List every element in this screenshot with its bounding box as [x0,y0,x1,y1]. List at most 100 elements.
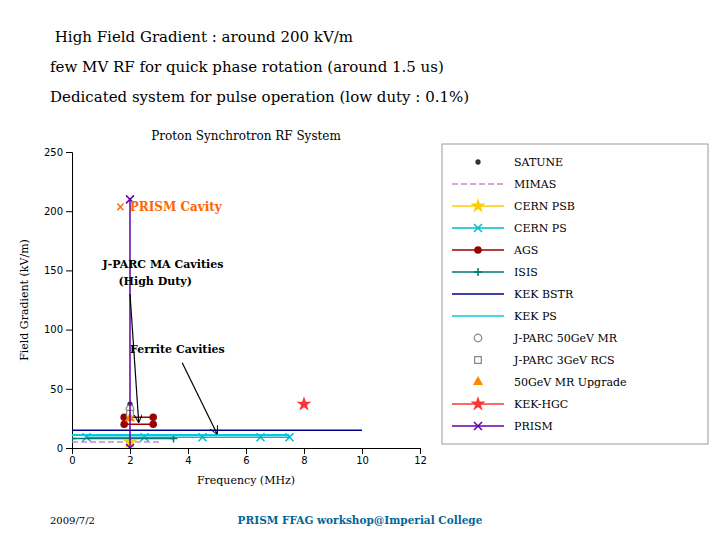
legend-box [442,144,708,444]
legend-item: SATUNE [475,156,563,169]
series-line [129,199,131,448]
legend-item: PRISM [452,420,553,433]
legend-symbol [475,357,482,364]
annotation: × PRISM Cavity [116,200,223,214]
footer-left: 2009/7/2 [50,515,95,526]
legend-item: CERN PSB [452,198,575,213]
x-tick-label: 0 [69,455,75,466]
y-tick: 200 [44,206,72,217]
x-tick-mark [188,448,189,454]
y-tick-label: 100 [44,324,63,335]
series-line [72,441,159,443]
x-tick-mark [246,448,247,454]
x-tick: 2 [127,448,133,466]
y-tick-mark [66,389,72,390]
legend-label: J-PARC 3GeV RCS [513,354,615,367]
legend-label: KEK-HGC [514,398,568,411]
y-tick: 50 [50,384,72,395]
x-tick-label: 6 [243,455,249,466]
subtitle-line: few MV RF for quick phase rotation (arou… [50,58,444,76]
y-tick-mark [66,330,72,331]
y-axis: 0 50 100 150 200 250 [44,147,73,454]
x-tick-label: 4 [185,455,191,466]
legend-symbol [474,422,482,430]
legend-label: ISIS [514,266,538,279]
annotation: Ferrite Cavities [130,343,225,356]
legend-item: J-PARC 3GeV RCS [475,354,615,367]
legend-item: CERN PS [452,222,567,235]
y-tick-label: 50 [50,384,63,395]
x-tick-label: 8 [301,455,307,466]
legend-label: SATUNE [514,156,563,169]
chart: High Field Gradient : around 200 kV/mfew… [0,0,720,540]
legend-item: J-PARC 50GeV MR [474,332,617,345]
legend-item: MIMAS [452,178,556,191]
x-tick: 4 [185,448,191,466]
legend-label: KEK PS [514,310,557,323]
legend-label: KEK BSTR [514,288,574,301]
legend-symbol [474,268,482,276]
legend-item: 50GeV MR Upgrade [473,376,627,389]
y-tick-mark [66,448,72,449]
x-tick: 6 [243,448,249,466]
y-tick-label: 0 [57,443,63,454]
series [72,434,290,435]
y-axis-line [66,153,73,449]
series-point [296,396,311,410]
annotation: (High Duty) [118,275,192,288]
legend-line [452,315,504,317]
series-line [72,429,362,431]
legend-symbol [470,198,485,212]
legend-label: 50GeV MR Upgrade [514,376,627,389]
y-tick-mark [66,152,72,153]
series [72,430,362,431]
series-point [149,413,157,421]
x-tick: 12 [414,448,427,466]
legend-symbol [470,396,485,410]
y-tick-label: 200 [44,206,63,217]
x-axis-line [73,449,421,455]
y-tick: 0 [57,443,72,454]
legend-symbol [474,224,482,232]
y-tick-mark [66,270,72,271]
y-axis-title: Field Gradient (kV/m) [18,239,31,361]
x-tick-mark [362,448,363,454]
legend-symbol [475,159,480,164]
footer: 2009/7/2 PRISM FFAG workshop@Imperial Col… [50,514,483,526]
legend-item: KEK PS [452,310,557,323]
x-tick: 8 [301,448,307,466]
y-tick: 250 [44,147,72,158]
legend-line [452,183,504,185]
y-tick: 150 [44,265,72,276]
x-tick-mark [130,448,131,454]
legend-line [452,293,504,295]
y-tick-label: 150 [44,265,63,276]
legend-label: J-PARC 50GeV MR [513,332,618,345]
annotation-arrow [182,363,217,434]
header: High Field Gradient : around 200 kV/mfew… [50,28,469,106]
legend-symbol [474,334,482,342]
y-tick: 100 [44,324,72,335]
footer-center: PRISM FFAG workshop@Imperial College [238,514,483,526]
series-point [126,444,134,448]
legend-label: MIMAS [514,178,556,191]
series [126,195,134,448]
x-tick: 0 [69,448,75,466]
chart-title: Proton Synchrotron RF System [151,129,341,143]
x-tick: 10 [356,448,369,466]
subtitle-line: Dedicated system for pulse operation (lo… [50,88,469,106]
series [296,396,311,410]
annotation: J-PARC MA Cavities [101,258,223,271]
series-point [149,421,157,429]
y-tick-label: 250 [44,147,63,158]
legend-symbol [473,376,483,385]
x-axis-title: Frequency (MHz) [197,474,295,487]
legend-symbol [474,246,482,254]
y-tick-mark [66,211,72,212]
annotation-arrow [130,294,139,422]
legend-item: KEK-HGC [452,396,568,411]
series-line [72,438,174,440]
legend-label: CERN PSB [514,200,575,213]
legend-label: PRISM [514,420,553,433]
annotations: × PRISM Cavity J-PARC MA Cavities (High Du… [101,200,224,434]
